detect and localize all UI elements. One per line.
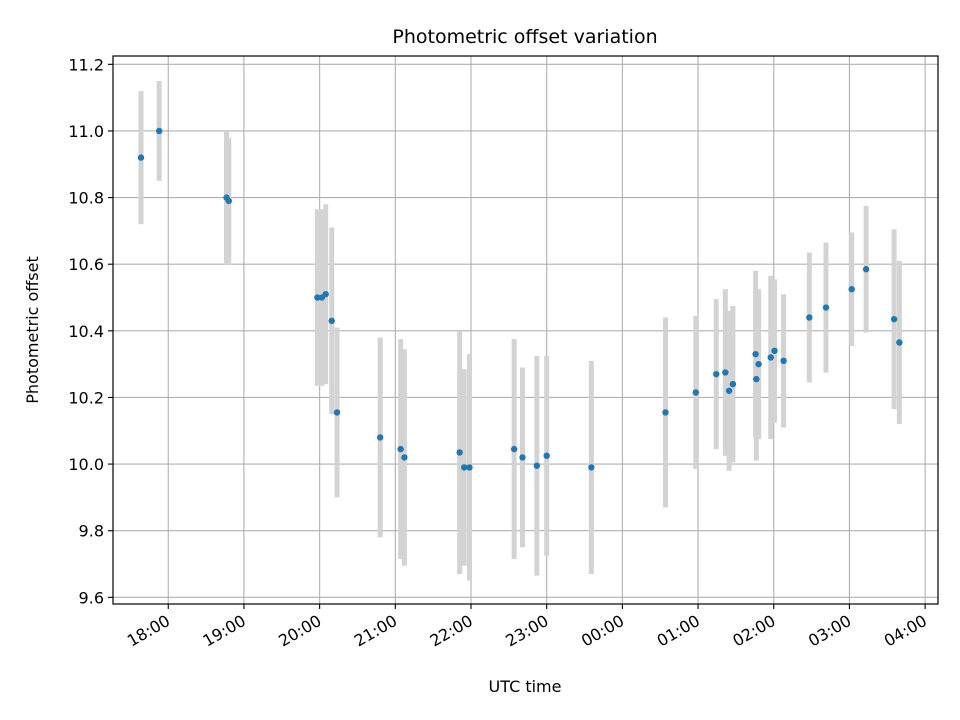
data-point xyxy=(397,445,404,453)
data-point xyxy=(725,387,733,394)
x-tick-label: 00:00 xyxy=(578,611,627,651)
chart-title: Photometric offset variation xyxy=(392,26,657,48)
data-point xyxy=(753,375,760,383)
x-tick-label: 18:00 xyxy=(124,611,173,651)
y-tick-label: 10.8 xyxy=(68,189,104,208)
x-tick-label: 22:00 xyxy=(427,611,476,651)
x-tick-label: 21:00 xyxy=(351,611,400,651)
data-point xyxy=(896,339,903,346)
data-point xyxy=(137,154,145,161)
data-point xyxy=(771,347,778,355)
y-tick-label: 10.0 xyxy=(68,455,104,474)
data-point xyxy=(722,369,729,376)
data-point xyxy=(460,464,468,471)
data-point xyxy=(713,370,720,378)
data-point xyxy=(322,290,329,298)
data-point xyxy=(328,317,335,325)
y-axis-title: Photometric offset xyxy=(23,256,42,404)
data-point xyxy=(862,266,870,273)
x-tick-label: 20:00 xyxy=(275,611,324,651)
y-tick-label: 10.2 xyxy=(68,388,104,407)
data-point xyxy=(401,454,408,461)
grid-layer xyxy=(113,56,938,604)
y-tick-label: 9.6 xyxy=(79,588,104,607)
data-point xyxy=(692,389,699,396)
data-point xyxy=(662,409,669,416)
y-tick-label: 9.8 xyxy=(79,522,104,541)
data-point xyxy=(755,360,762,368)
data-point xyxy=(519,454,526,461)
plot-area xyxy=(113,56,938,604)
data-point xyxy=(729,380,737,388)
data-point xyxy=(533,462,541,469)
data-point xyxy=(225,197,233,205)
x-tick-label: 03:00 xyxy=(805,611,854,651)
data-point xyxy=(588,464,595,471)
x-tick-label: 01:00 xyxy=(654,611,703,651)
data-point xyxy=(155,127,163,135)
x-tick-label: 19:00 xyxy=(200,611,249,651)
data-point xyxy=(890,315,898,323)
point-layer xyxy=(137,127,903,471)
data-point xyxy=(466,464,473,471)
x-axis-title: UTC time xyxy=(489,677,562,696)
data-point xyxy=(822,304,830,311)
y-tick-label: 11.2 xyxy=(68,55,104,74)
data-point xyxy=(456,449,463,456)
data-point xyxy=(314,294,321,301)
data-point xyxy=(767,354,774,361)
x-tick-label: 04:00 xyxy=(881,611,930,651)
data-point xyxy=(510,445,518,453)
y-tick-label: 10.4 xyxy=(68,322,104,341)
data-point xyxy=(806,314,813,321)
data-point xyxy=(780,357,787,365)
y-tick-label: 11.0 xyxy=(68,122,104,141)
data-point xyxy=(333,409,341,416)
data-point xyxy=(848,285,855,293)
y-tick-label: 10.6 xyxy=(68,255,104,274)
x-tick-label: 02:00 xyxy=(729,611,778,651)
plot-frame xyxy=(112,55,939,605)
x-tick-label: 23:00 xyxy=(502,611,551,651)
data-point xyxy=(543,452,550,459)
data-point xyxy=(752,350,759,358)
data-point xyxy=(376,434,384,441)
